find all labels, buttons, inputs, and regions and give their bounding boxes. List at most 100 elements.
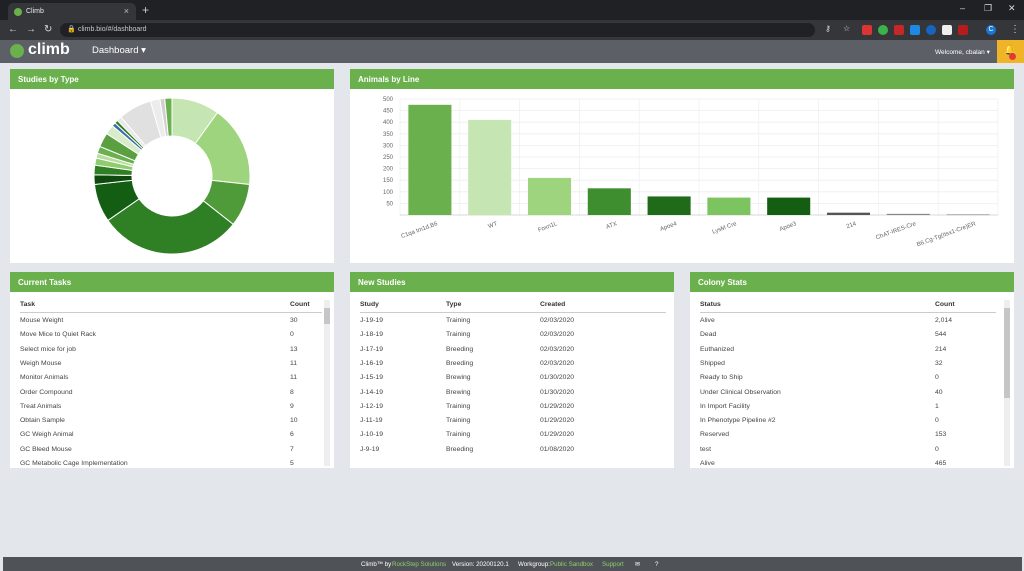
table-row[interactable]: Select mice for job 13	[20, 346, 322, 360]
table-row[interactable]: J-9-19 Breeding 01/08/2020	[360, 446, 666, 460]
bar[interactable]	[767, 197, 811, 215]
table-row[interactable]: Euthanized 214	[700, 346, 996, 360]
restore-icon[interactable]: ❐	[984, 3, 993, 13]
star-icon[interactable]: ☆	[843, 24, 851, 33]
extension-icon[interactable]	[862, 25, 872, 35]
column-header[interactable]: Status	[700, 301, 721, 308]
extension-icon[interactable]	[878, 25, 888, 35]
bar[interactable]	[707, 197, 751, 215]
table-row[interactable]: Move Mice to Quiet Rack 0	[20, 331, 322, 345]
bar[interactable]	[527, 177, 572, 215]
bar[interactable]	[826, 212, 871, 215]
table-cell: J-9-19	[360, 445, 380, 453]
support-link[interactable]: Support	[602, 561, 624, 568]
mail-icon[interactable]: ✉	[635, 561, 641, 568]
close-tab-icon[interactable]: ×	[123, 6, 129, 16]
table-row[interactable]: J-16-19 Breeding 02/03/2020	[360, 360, 666, 374]
dashboard-label: Dashboard	[92, 45, 139, 56]
notifications-button[interactable]: 🔔	[997, 40, 1024, 63]
table-row[interactable]: J-17-19 Breeding 02/03/2020	[360, 346, 666, 360]
table-row[interactable]: Ready to Ship 0	[700, 374, 996, 388]
bar[interactable]	[647, 196, 691, 215]
table-row[interactable]: GC Metabolic Cage Implementation 5	[20, 460, 322, 474]
browser-menu-icon[interactable]: ⋮	[1010, 24, 1020, 35]
table-row[interactable]: Under Clinical Observation 40	[700, 389, 996, 403]
app-logo[interactable]: climb	[28, 41, 70, 58]
forward-icon[interactable]: →	[26, 24, 36, 35]
back-icon[interactable]: ←	[8, 24, 18, 35]
table-row[interactable]: Treat Animals 9	[20, 403, 322, 417]
key-icon[interactable]: ⚷	[825, 24, 831, 33]
table-row[interactable]: Shipped 32	[700, 360, 996, 374]
table-row[interactable]: Monitor Animals 11	[20, 374, 322, 388]
address-bar[interactable]: 🔒 climb.bio/#/dashboard	[60, 23, 815, 37]
table-cell: 544	[935, 331, 947, 339]
extension-icon[interactable]	[942, 25, 952, 35]
extension-icon[interactable]	[926, 25, 936, 35]
table-row[interactable]: J-10-19 Training 01/29/2020	[360, 431, 666, 445]
extension-icon[interactable]	[910, 25, 920, 35]
table-cell: Breeding	[446, 445, 474, 453]
table-header: Study Type Created	[360, 301, 666, 313]
table-row[interactable]: Obtain Sample 10	[20, 417, 322, 431]
column-header[interactable]: Study	[360, 301, 379, 308]
bar[interactable]	[587, 188, 631, 215]
browser-tab[interactable]: Climb ×	[8, 3, 136, 20]
pie-slice[interactable]	[107, 198, 234, 255]
table-cell: test	[700, 445, 711, 453]
column-header[interactable]: Created	[540, 301, 566, 308]
browser-toolbar: ← → ↻ 🔒 climb.bio/#/dashboard ⚷ ☆ C ⋮	[0, 20, 1024, 40]
table-row[interactable]: In Import Facility 1	[700, 403, 996, 417]
bar[interactable]	[886, 213, 930, 215]
scrollbar[interactable]	[1004, 300, 1010, 466]
extension-icon[interactable]	[958, 25, 968, 35]
reload-icon[interactable]: ↻	[44, 24, 53, 35]
table-row[interactable]: Reserved 153	[700, 431, 996, 445]
column-header[interactable]: Count	[935, 301, 955, 308]
table-row[interactable]: Alive 2,014	[700, 317, 996, 331]
table-row[interactable]: GC Weigh Animal 6	[20, 431, 322, 445]
table-row[interactable]: Order Compound 8	[20, 389, 322, 403]
column-header[interactable]: Type	[446, 301, 462, 308]
column-header[interactable]: Count	[290, 301, 310, 308]
new-tab-icon[interactable]: +	[142, 3, 150, 17]
table-row[interactable]: J-19-19 Training 02/03/2020	[360, 317, 666, 331]
table-row[interactable]: Mouse Weight 30	[20, 317, 322, 331]
table-row[interactable]: J-18-19 Training 02/03/2020	[360, 331, 666, 345]
help-icon[interactable]: ?	[655, 561, 659, 568]
table-row[interactable]: J-15-19 Brewing 01/30/2020	[360, 374, 666, 388]
table-row[interactable]: test 0	[700, 446, 996, 460]
browser-tab-strip: Climb × + – ❐ ✕	[0, 0, 1024, 20]
dashboard-menu[interactable]: Dashboard ▾	[92, 45, 146, 56]
table-cell: Dead	[700, 331, 717, 339]
table-row[interactable]: In Phenotype Pipeline #2 0	[700, 417, 996, 431]
workgroup-link[interactable]: Public Sandbox	[550, 561, 593, 568]
table-cell: Breeding	[446, 345, 474, 353]
user-menu[interactable]: Welcome, cbalan ▾	[935, 48, 990, 56]
table-cell: J-16-19	[360, 359, 384, 367]
table-row[interactable]: J-14-19 Brewing 01/30/2020	[360, 389, 666, 403]
table-row[interactable]: J-12-19 Training 01/29/2020	[360, 403, 666, 417]
climb-favicon-icon	[14, 8, 22, 16]
pie-slice[interactable]	[164, 97, 173, 137]
table-row[interactable]: GC Bleed Mouse 7	[20, 446, 322, 460]
bar[interactable]	[408, 104, 452, 215]
table-cell: 9	[290, 402, 294, 410]
rockstep-link[interactable]: RockStep Solutions	[392, 561, 446, 568]
scrollbar-thumb[interactable]	[324, 308, 330, 324]
extension-icon[interactable]	[894, 25, 904, 35]
table-row[interactable]: Weigh Mouse 11	[20, 360, 322, 374]
column-header[interactable]: Task	[20, 301, 35, 308]
profile-avatar[interactable]: C	[986, 25, 996, 35]
table-cell: 30	[290, 317, 298, 324]
bar[interactable]	[946, 214, 990, 216]
close-window-icon[interactable]: ✕	[1008, 3, 1016, 13]
table-header: Status Count	[700, 301, 996, 313]
bar[interactable]	[468, 119, 512, 215]
minimize-icon[interactable]: –	[960, 3, 966, 13]
scrollbar[interactable]	[324, 300, 330, 466]
table-row[interactable]: Alive 465	[700, 460, 996, 474]
table-row[interactable]: Dead 544	[700, 331, 996, 345]
scrollbar-thumb[interactable]	[1004, 308, 1010, 398]
table-row[interactable]: J-11-19 Training 01/29/2020	[360, 417, 666, 431]
